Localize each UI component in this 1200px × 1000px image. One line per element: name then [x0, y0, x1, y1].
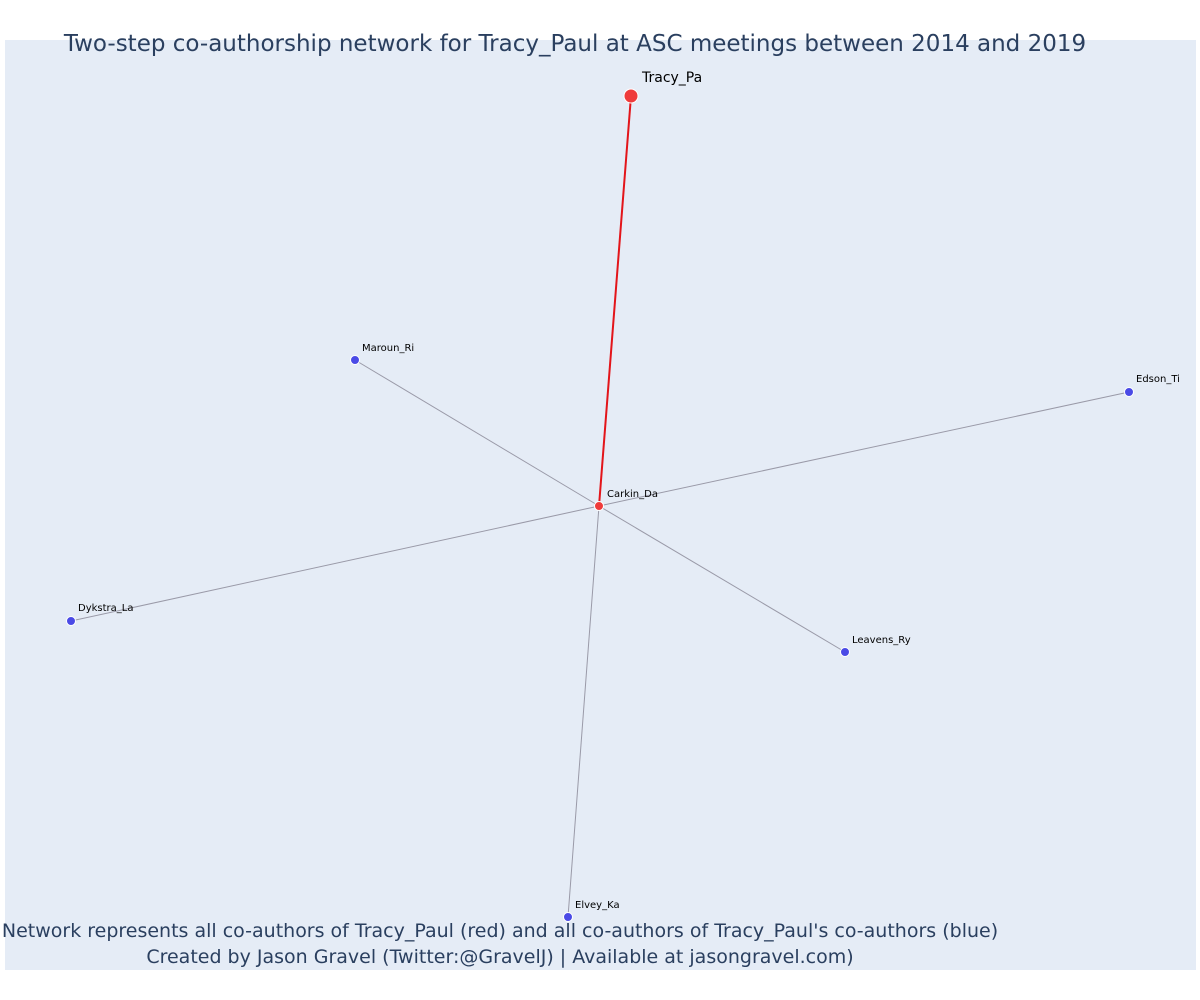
- edge-carkin_da-maroun_ri: [354, 359, 600, 507]
- caption-line-2: Created by Jason Gravel (Twitter:@Gravel…: [146, 946, 854, 968]
- node-label-dykstra-la: Dykstra_La: [78, 603, 133, 614]
- node-edson-ti[interactable]: [1124, 387, 1134, 397]
- node-label-tracy-pa: Tracy_Pa: [641, 70, 702, 86]
- edge-tracy_pa-carkin_da: [598, 95, 632, 507]
- node-tracy-pa[interactable]: [623, 88, 639, 104]
- node-elvey-ka[interactable]: [563, 912, 573, 922]
- caption-line-1: Network represents all co-authors of Tra…: [1, 920, 999, 942]
- node-dykstra-la[interactable]: [66, 616, 76, 626]
- node-label-carkin-da: Carkin_Da: [607, 489, 658, 500]
- node-label-edson-ti: Edson_Ti: [1136, 374, 1180, 385]
- node-carkin-da[interactable]: [594, 501, 604, 511]
- node-label-maroun-ri: Maroun_Ri: [362, 343, 414, 354]
- edge-carkin_da-leavens_ry: [598, 505, 846, 653]
- node-maroun-ri[interactable]: [350, 355, 360, 365]
- node-leavens-ry[interactable]: [840, 647, 850, 657]
- edge-carkin_da-dykstra_la: [70, 505, 600, 622]
- edge-carkin_da-edson_ti: [598, 391, 1130, 507]
- node-label-leavens-ry: Leavens_Ry: [852, 635, 911, 646]
- edge-carkin_da-elvey_ka: [567, 505, 600, 918]
- chart-title: Two-step co-authorship network for Tracy…: [63, 31, 1087, 57]
- node-label-elvey-ka: Elvey_Ka: [575, 900, 620, 911]
